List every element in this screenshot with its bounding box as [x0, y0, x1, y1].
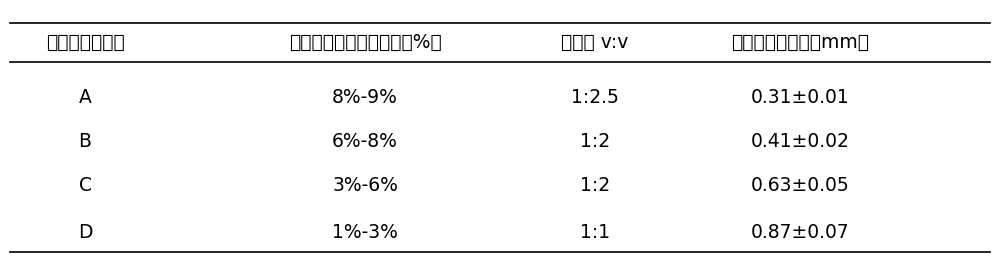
Text: 1:2: 1:2 [580, 132, 610, 151]
Text: 0.41±0.02: 0.41±0.02 [751, 132, 849, 151]
Text: 1%-3%: 1%-3% [332, 223, 398, 242]
Text: C: C [78, 176, 92, 196]
Text: 8%-9%: 8%-9% [332, 88, 398, 107]
Text: 0.87±0.07: 0.87±0.07 [751, 223, 849, 242]
Text: 团聚体平均粒径（mm）: 团聚体平均粒径（mm） [731, 33, 869, 53]
Text: 体积比 v:v: 体积比 v:v [561, 33, 629, 53]
Text: 0.31±0.01: 0.31±0.01 [751, 88, 849, 107]
Text: D: D [78, 223, 92, 242]
Text: 柠檬酸钠溶液质量浓度（%）: 柠檬酸钠溶液质量浓度（%） [289, 33, 441, 53]
Text: A: A [79, 88, 91, 107]
Text: B: B [78, 132, 92, 151]
Text: 1:1: 1:1 [580, 223, 610, 242]
Text: 3%-6%: 3%-6% [332, 176, 398, 196]
Text: 1:2: 1:2 [580, 176, 610, 196]
Text: 0.63±0.05: 0.63±0.05 [751, 176, 849, 196]
Text: 微藻团聚体类型: 微藻团聚体类型 [46, 33, 124, 53]
Text: 6%-8%: 6%-8% [332, 132, 398, 151]
Text: 1:2.5: 1:2.5 [571, 88, 619, 107]
